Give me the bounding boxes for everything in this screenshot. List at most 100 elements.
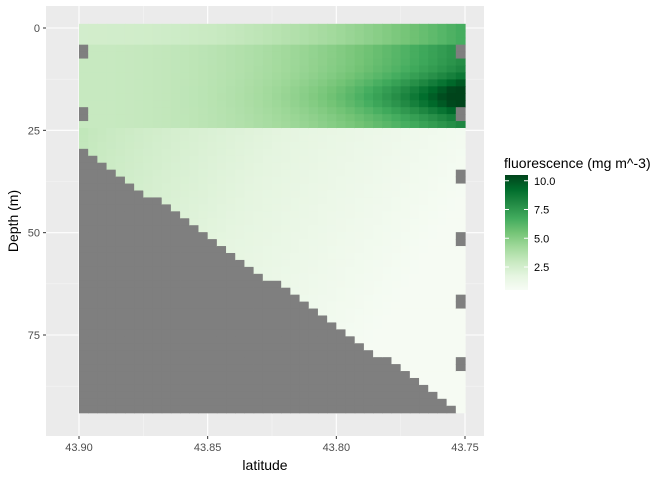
heatmap-tile (327, 79, 337, 87)
heatmap-tile (272, 239, 282, 247)
heatmap-tile (161, 30, 172, 39)
heatmap-tile (97, 72, 108, 80)
heatmap-tile (216, 384, 227, 393)
heatmap-tile (363, 72, 374, 80)
heatmap-tile (455, 162, 466, 171)
heatmap-tile (272, 329, 282, 337)
heatmap-tile (152, 176, 163, 185)
heatmap-tile (299, 72, 310, 80)
heatmap-tile (391, 266, 402, 275)
heatmap-tile (281, 114, 291, 122)
heatmap-tile (143, 51, 154, 60)
heatmap-tile (88, 51, 98, 60)
heatmap-tile (363, 176, 374, 185)
heatmap-tile (308, 169, 319, 178)
heatmap-tile (419, 343, 429, 351)
heatmap-tile (124, 315, 135, 324)
heatmap-tile (170, 197, 181, 205)
heatmap-tile (134, 239, 144, 247)
heatmap-tile (281, 134, 291, 143)
heatmap-tile (235, 287, 246, 296)
heatmap-tile (327, 364, 337, 372)
heatmap-tile (253, 51, 264, 60)
heatmap-tile (253, 273, 264, 282)
heatmap-tile (437, 246, 448, 254)
heatmap-tile (327, 162, 337, 171)
heatmap-tile (79, 44, 89, 53)
heatmap-tile (354, 315, 365, 324)
heatmap-tile (428, 30, 439, 39)
heatmap-tile (308, 79, 319, 87)
heatmap-tile (134, 197, 144, 205)
heatmap-tile (437, 114, 448, 122)
heatmap-tile (409, 190, 420, 199)
heatmap-tile (373, 259, 383, 268)
heatmap-tile (207, 398, 218, 407)
heatmap-tile (134, 391, 144, 400)
heatmap-tile (180, 197, 190, 205)
heatmap-tile (419, 79, 429, 87)
heatmap-tile (253, 86, 264, 94)
heatmap-tile (354, 329, 365, 337)
heatmap-tile (354, 259, 365, 268)
heatmap-tile (336, 280, 347, 289)
heatmap-tile (409, 218, 420, 226)
heatmap-tile (336, 30, 347, 39)
heatmap-tile (170, 357, 181, 365)
heatmap-tile (373, 308, 383, 317)
heatmap-tile (189, 239, 200, 247)
heatmap-tile (235, 23, 246, 32)
heatmap-tile (262, 190, 273, 199)
heatmap-tile (226, 134, 236, 143)
heatmap-tile (308, 294, 319, 303)
heatmap-tile (170, 350, 181, 358)
heatmap-tile (97, 287, 108, 296)
heatmap-tile (336, 252, 347, 261)
heatmap-tile (124, 218, 135, 226)
heatmap-tile (363, 100, 374, 108)
heatmap-tile (262, 246, 273, 254)
heatmap-tile (180, 280, 190, 289)
heatmap-tile (161, 37, 172, 46)
heatmap-tile (79, 169, 89, 178)
heatmap-tile (216, 364, 227, 372)
heatmap-tile (106, 315, 117, 324)
heatmap-tile (97, 169, 108, 178)
heatmap-tile (336, 134, 347, 143)
heatmap-tile (244, 246, 255, 254)
heatmap-tile (88, 239, 98, 247)
heatmap-tile (97, 93, 108, 101)
heatmap-tile (336, 100, 347, 108)
heatmap-tile (115, 162, 126, 171)
heatmap-tile (363, 107, 374, 115)
heatmap-tile (428, 169, 439, 178)
heatmap-tile (299, 364, 310, 372)
heatmap-tile (373, 239, 383, 247)
heatmap-tile (124, 197, 135, 205)
heatmap-tile (115, 107, 126, 115)
heatmap-tile (437, 100, 448, 108)
heatmap-tile (115, 377, 126, 386)
heatmap-tile (134, 211, 144, 219)
heatmap-tile (244, 114, 255, 122)
heatmap-tile (244, 294, 255, 303)
heatmap-tile (354, 246, 365, 254)
heatmap-tile (437, 384, 448, 393)
heatmap-tile (262, 141, 273, 150)
heatmap-tile (281, 273, 291, 282)
heatmap-tile (216, 225, 227, 233)
heatmap-tile (235, 100, 246, 108)
heatmap-tile (281, 280, 291, 289)
heatmap-tile (207, 336, 218, 344)
heatmap-tile (198, 155, 209, 164)
heatmap-tile (391, 114, 402, 122)
heatmap-tile (382, 218, 393, 226)
heatmap-tile (290, 246, 301, 254)
heatmap-tile (290, 100, 301, 108)
heatmap-tile (299, 134, 310, 143)
heatmap-tile (134, 371, 144, 379)
heatmap-tile (180, 127, 190, 136)
heatmap-tile (308, 246, 319, 254)
heatmap-tile (373, 377, 383, 386)
heatmap-tile (170, 72, 181, 80)
